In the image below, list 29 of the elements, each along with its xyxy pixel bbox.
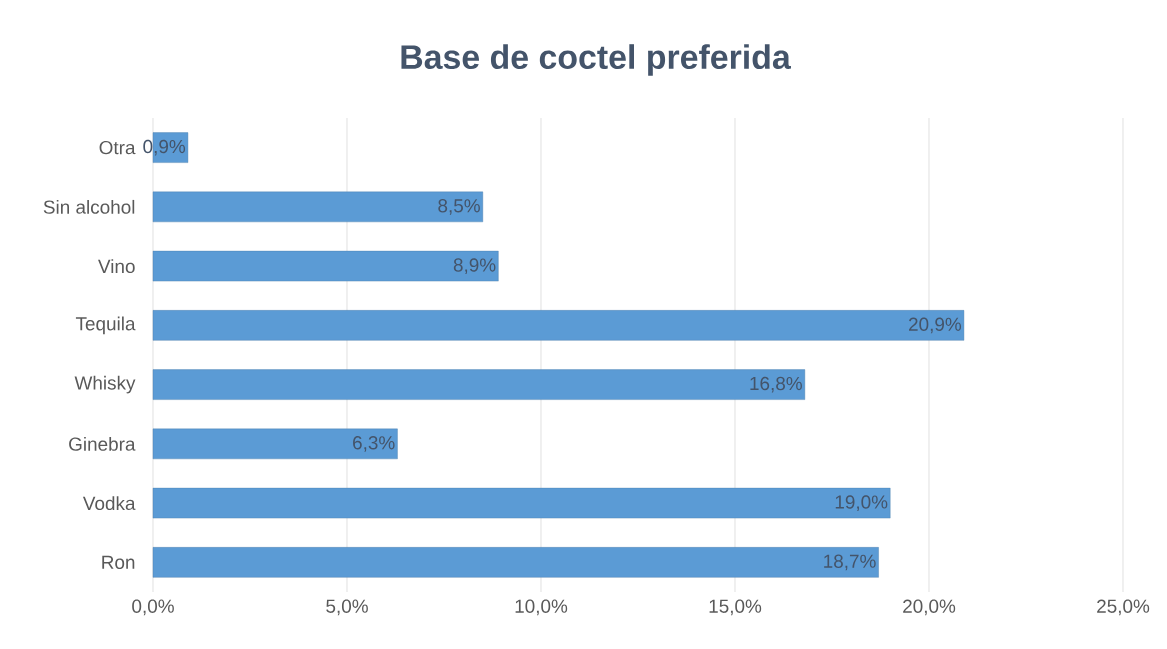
bar <box>152 547 879 578</box>
y-tick-label: Otra <box>99 140 136 155</box>
y-tick-label: Ginebra <box>69 436 136 451</box>
data-label: 20,9% <box>909 317 962 334</box>
bar <box>152 310 965 341</box>
bar <box>152 369 806 400</box>
x-tick-label: 15,0% <box>709 599 762 616</box>
data-label: 8,5% <box>438 199 480 215</box>
y-tick-label: Whisky <box>74 375 136 394</box>
bar <box>152 487 891 519</box>
y-tick-label: Ron <box>102 555 135 569</box>
y-tick-label: Tequila <box>75 316 136 335</box>
data-label: 18,7% <box>824 554 876 571</box>
x-tick-label: 5,0% <box>326 599 368 616</box>
chart-title: Base de coctel preferida <box>401 44 791 76</box>
data-label: 16,8% <box>750 376 802 393</box>
x-tick-label: 10,0% <box>515 599 568 616</box>
data-label: 6,3% <box>353 436 395 452</box>
data-label: 19,0% <box>835 495 888 511</box>
y-tick-label: Vodka <box>82 496 136 511</box>
x-tick-label: 20,0% <box>903 599 956 616</box>
x-tick-label: 0,0% <box>132 599 174 616</box>
bar <box>152 250 499 282</box>
x-tick-label: 25,0% <box>1097 599 1150 616</box>
bar <box>152 191 484 223</box>
y-tick-label: Vino <box>98 259 135 274</box>
data-label: 8,9% <box>453 258 496 274</box>
bar <box>152 428 398 460</box>
y-tick-label: Sin alcohol <box>43 199 135 214</box>
